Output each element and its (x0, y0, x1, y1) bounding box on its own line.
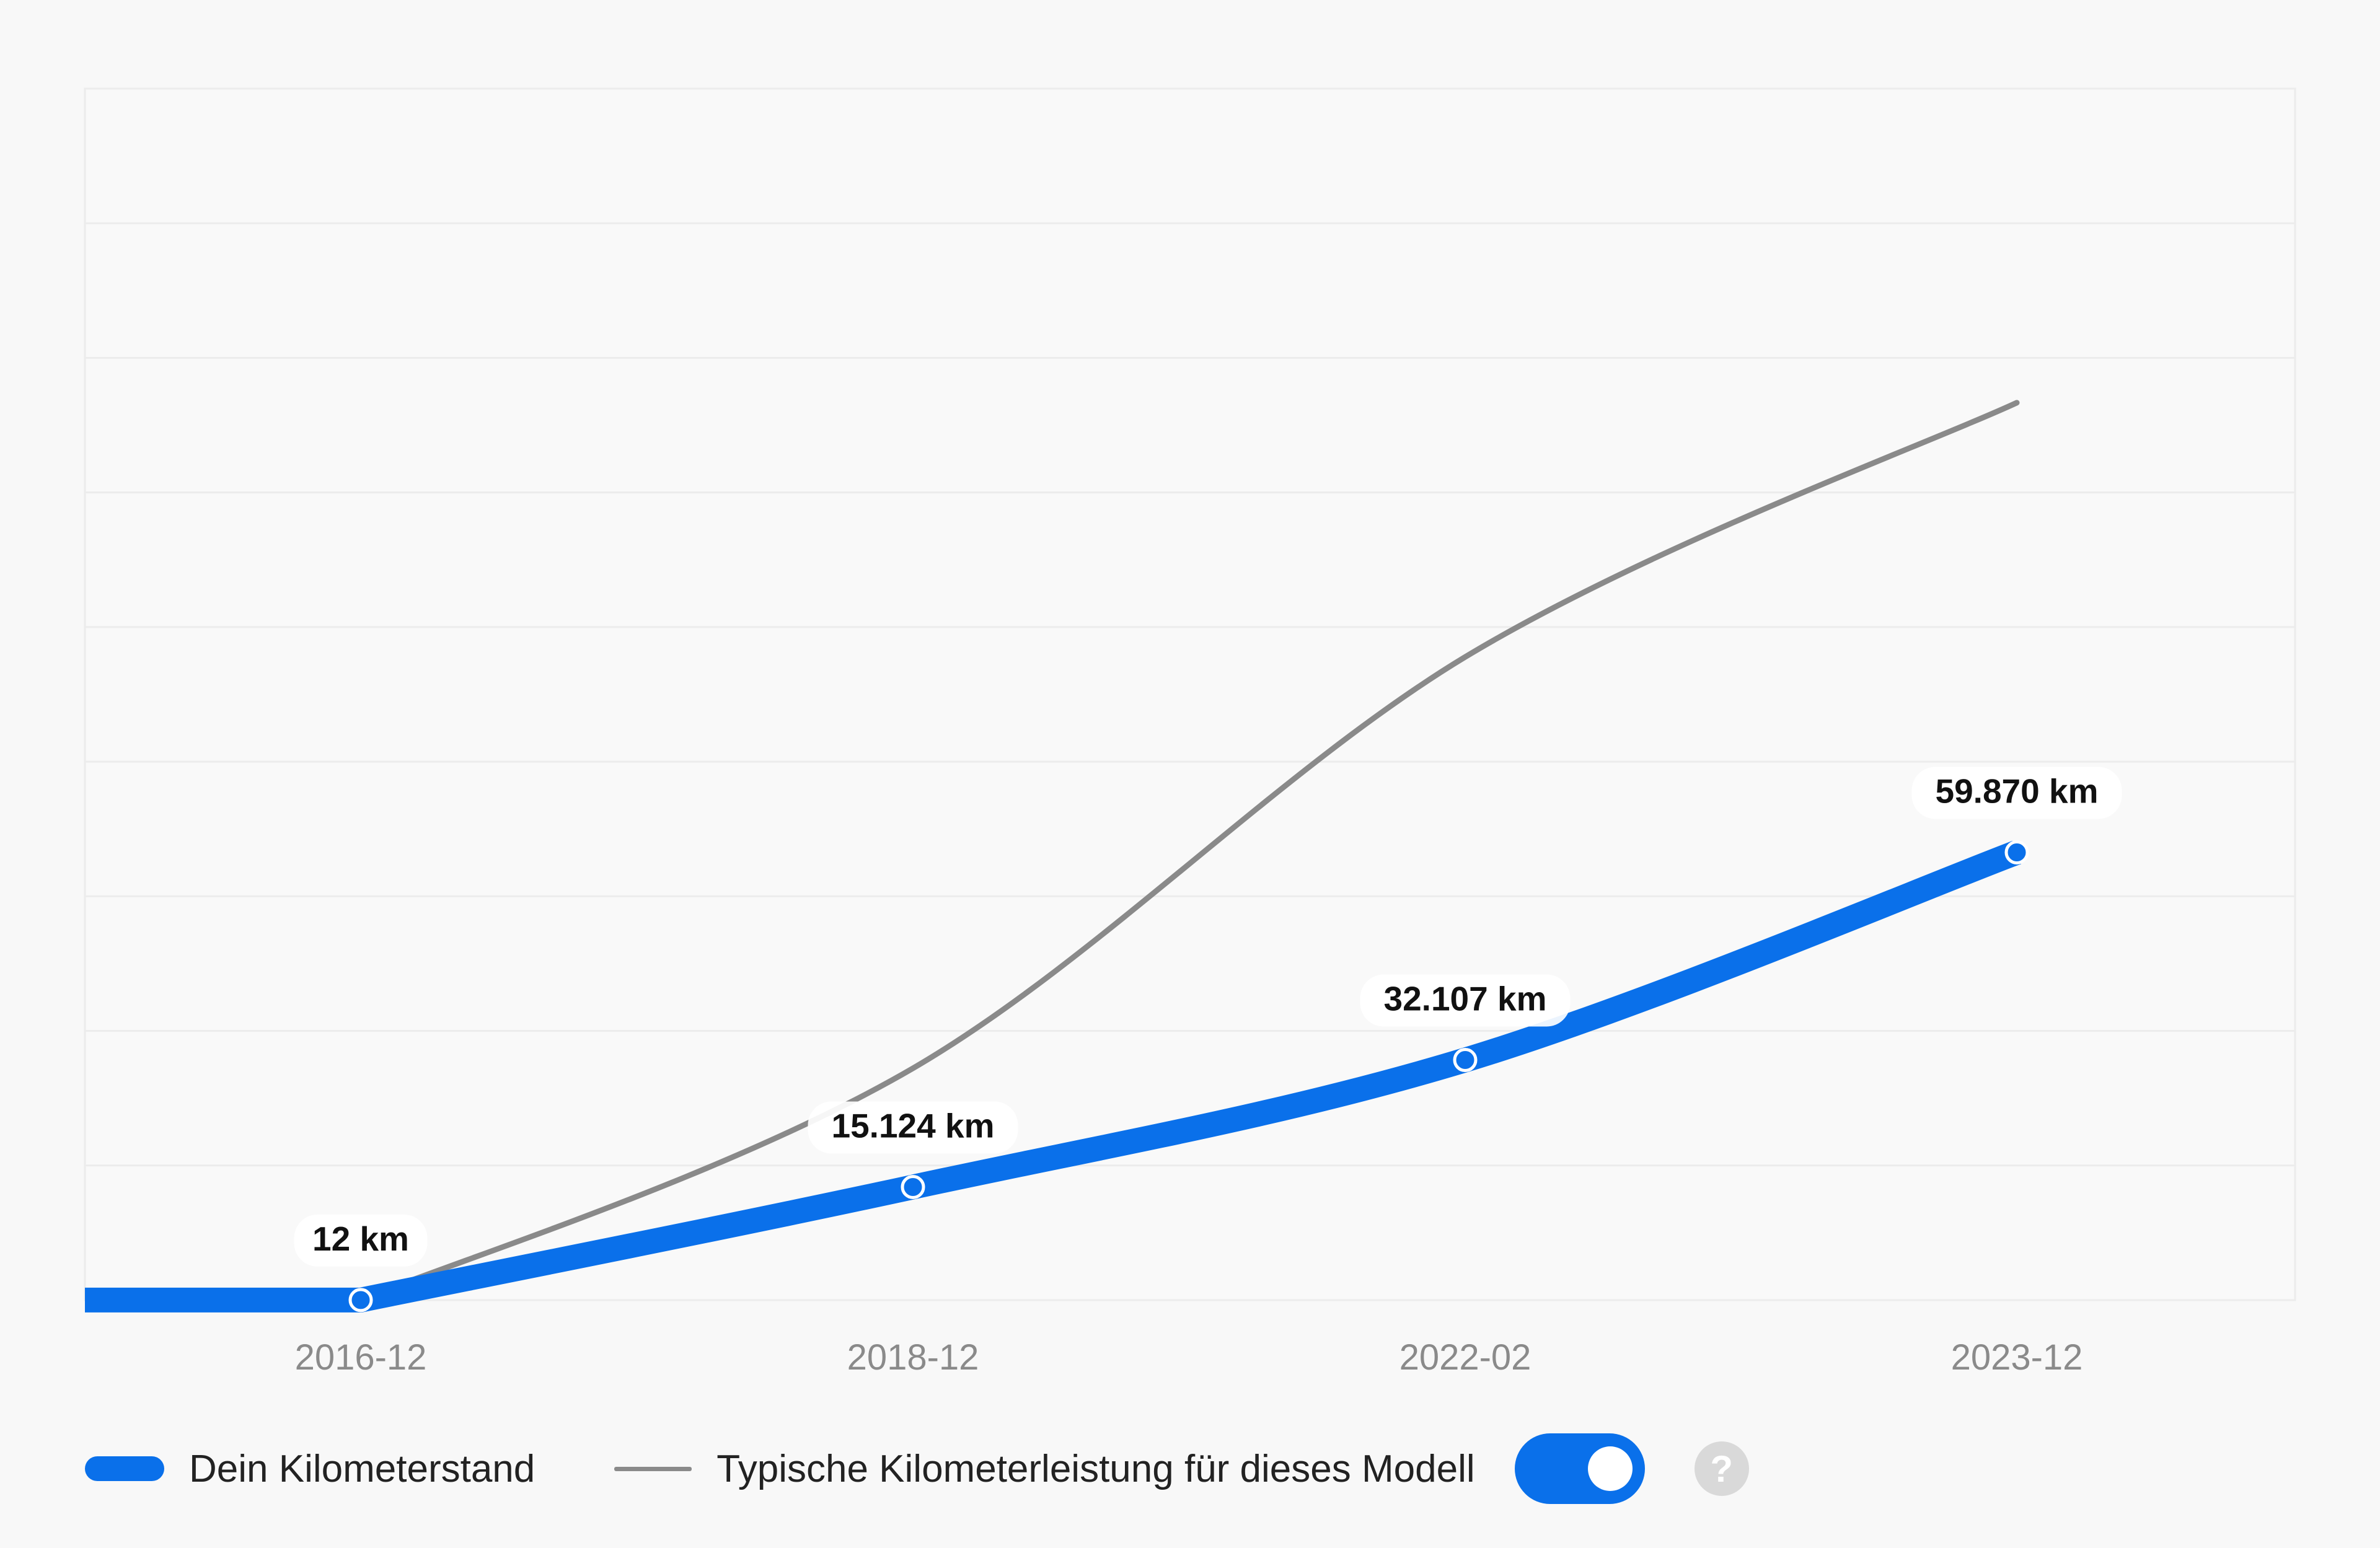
series-line-typical (358, 400, 2020, 1303)
data-point-2023-12[interactable] (2004, 840, 2029, 864)
legend-item-mine: Dein Kilometerstand (85, 1447, 535, 1491)
plot-area (84, 87, 2296, 1301)
legend-label-typical: Typische Kilometerleistung für dieses Mo… (716, 1447, 1475, 1490)
data-label: 15.124 km (832, 1106, 995, 1145)
series-line-mine (85, 840, 2022, 1313)
legend: Dein Kilometerstand Typische Kilometerle… (85, 1431, 1749, 1506)
data-point-core (356, 1295, 366, 1305)
legend-swatch-mine (85, 1456, 164, 1481)
x-tick-label: 2018-12 (847, 1337, 979, 1378)
x-tick-label: 2022-02 (1399, 1337, 1532, 1378)
data-point-core (908, 1182, 918, 1192)
data-labels: 12 km 15.124 km 32.107 km 59.870 km (294, 767, 2122, 1267)
legend-item-typical: Typische Kilometerleistung für dieses Mo… (614, 1447, 1475, 1491)
data-point-core (1460, 1055, 1470, 1065)
x-tick-label: 2023-12 (1951, 1337, 2083, 1378)
x-tick-label: 2016-12 (295, 1337, 427, 1378)
data-label-bg (1360, 974, 1571, 1027)
data-label: 12 km (312, 1220, 409, 1258)
typical-mileage-toggle[interactable] (1514, 1433, 1645, 1504)
legend-swatch-typical (614, 1466, 692, 1471)
data-label-bg (808, 1101, 1018, 1154)
data-label-bg (294, 1214, 428, 1267)
x-axis-ticks: 2016-12 2018-12 2022-02 2023-12 (295, 1337, 2083, 1378)
toggle-knob (1587, 1446, 1633, 1491)
data-label: 32.107 km (1384, 980, 1547, 1018)
data-label-bg (1911, 767, 2122, 819)
data-points[interactable] (348, 840, 2029, 1313)
legend-label-mine: Dein Kilometerstand (189, 1447, 536, 1490)
series-lines (85, 400, 2022, 1313)
data-label: 59.870 km (1936, 772, 2099, 810)
help-icon[interactable]: ? (1694, 1441, 1749, 1496)
